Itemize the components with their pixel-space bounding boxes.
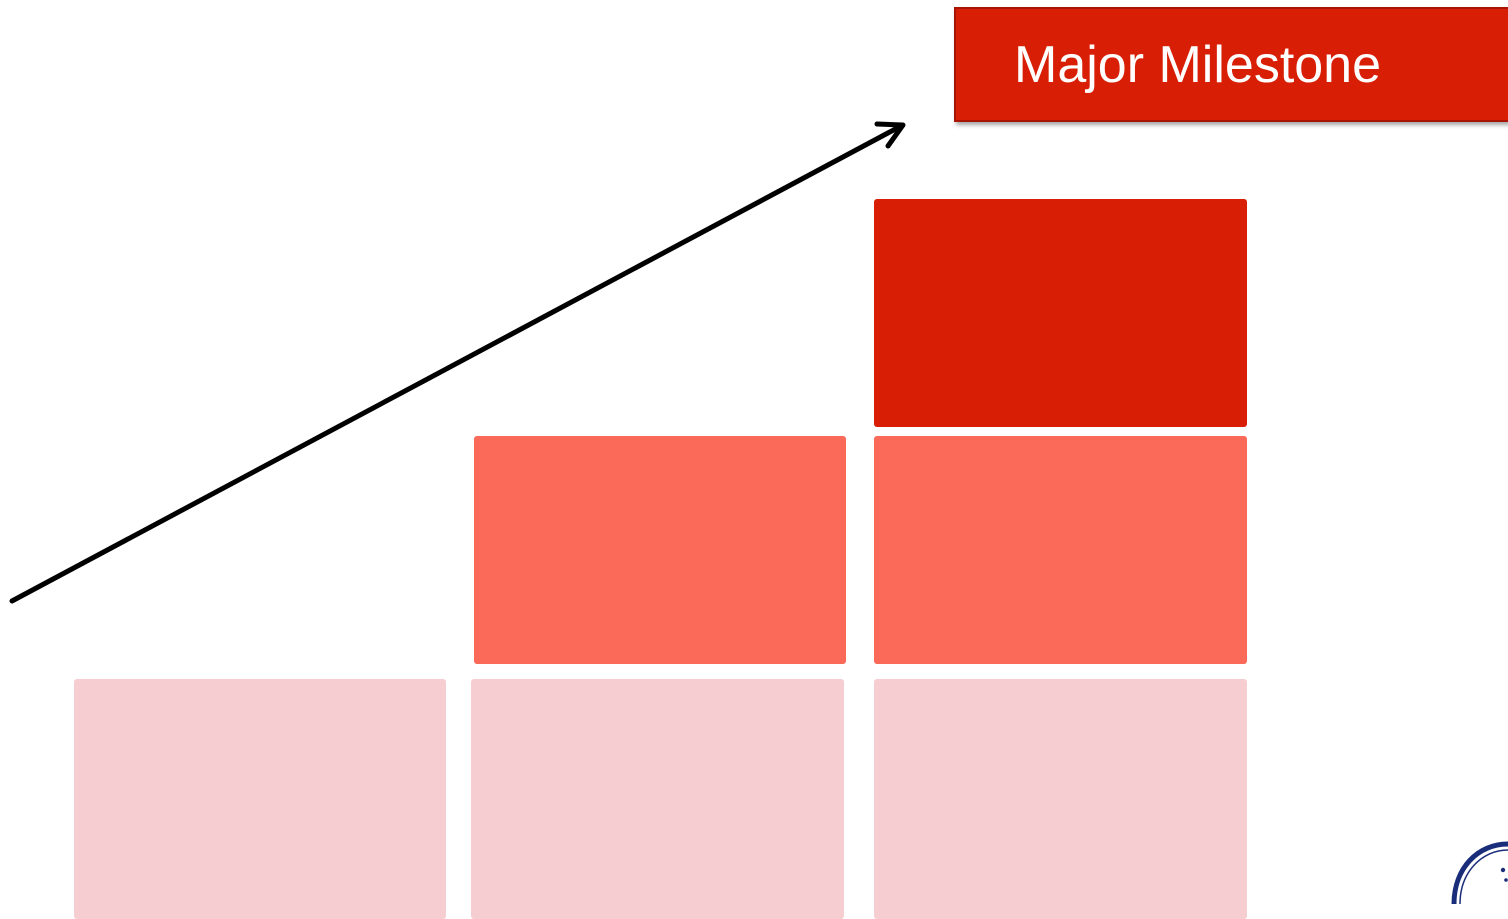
- block-col3-high: [874, 199, 1247, 427]
- block-col1-low: [74, 679, 446, 919]
- block-col2-low: [471, 679, 844, 919]
- block-col3-low: [874, 679, 1247, 919]
- organization-logo-icon: [1451, 841, 1508, 904]
- milestone-box: Major Milestone: [954, 7, 1508, 122]
- block-col3-mid: [874, 436, 1247, 664]
- arrow-shaft: [9, 123, 904, 604]
- milestone-label: Major Milestone: [1014, 36, 1382, 94]
- arrow-head: [874, 121, 906, 149]
- block-col2-mid: [474, 436, 846, 664]
